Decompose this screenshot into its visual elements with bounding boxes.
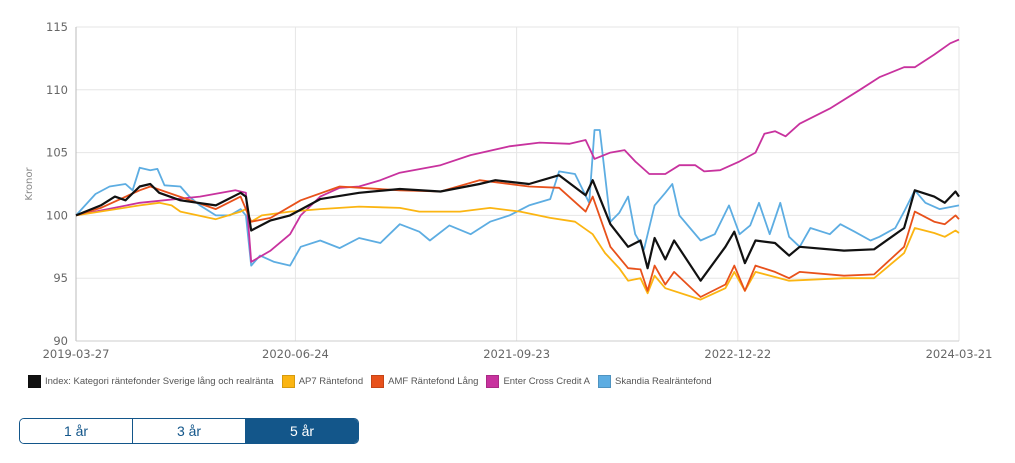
legend-swatch	[486, 375, 500, 388]
legend-label: AP7 Räntefond	[298, 376, 364, 387]
series-lines	[75, 38, 960, 301]
period-1y-button[interactable]: 1 år	[20, 419, 133, 443]
x-axis: 2019-03-27 2020-06-24 2021-09-23 2022-12-22…	[43, 347, 993, 361]
y-tick-label: 95	[53, 271, 68, 285]
y-tick-label: 105	[46, 146, 68, 160]
series-line-amf-r-ntefond-l-ng	[75, 179, 960, 298]
x-tick-label: 2022-12-22	[704, 347, 771, 361]
legend-swatch	[281, 375, 295, 388]
y-tick-label: 90	[53, 334, 68, 348]
x-tick-label: 2020-06-24	[262, 347, 329, 361]
legend-item-ap7[interactable]: AP7 Räntefond	[281, 375, 364, 388]
y-axis-label: Kronor	[24, 167, 35, 201]
series-line-index-kategori-r-ntefonder-sverige-l-ng-och-realr-nta	[75, 174, 960, 282]
x-tick-label: 2021-09-23	[483, 347, 550, 361]
legend-label: AMF Räntefond Lång	[388, 376, 479, 387]
x-tick-label: 2019-03-27	[43, 347, 110, 361]
grid	[75, 26, 960, 342]
legend-swatch	[28, 375, 41, 388]
period-3y-button[interactable]: 3 år	[133, 419, 246, 443]
series-line-ap7-r-ntefond	[75, 201, 960, 301]
series-line-skandia-realr-ntefond	[75, 129, 960, 267]
x-tick-label: 2024-03-21	[926, 347, 993, 361]
legend-swatch	[598, 375, 612, 388]
legend-label: Enter Cross Credit A	[503, 376, 591, 387]
legend-swatch	[371, 375, 385, 388]
y-tick-label: 115	[46, 20, 68, 34]
series-line-enter-cross-credit-a	[75, 38, 960, 263]
legend-label: Index: Kategori räntefonder Sverige lång…	[45, 376, 274, 387]
y-tick-label: 100	[46, 208, 68, 222]
y-tick-label: 110	[46, 83, 68, 97]
legend-label: Skandia Realräntefond	[615, 376, 712, 387]
legend-item-enter[interactable]: Enter Cross Credit A	[486, 375, 590, 388]
line-chart: 90 95 100 105 110 115 2019-03-27 2020-06-24 202…	[24, 20, 993, 361]
legend: Index: Kategori räntefonder Sverige lång…	[28, 375, 712, 388]
period-5y-button[interactable]: 5 år	[246, 419, 358, 443]
period-selector: 1 år 3 år 5 år	[19, 418, 359, 444]
y-axis: 90 95 100 105 110 115	[46, 20, 68, 348]
legend-item-skandia[interactable]: Skandia Realräntefond	[598, 375, 712, 388]
legend-item-amf[interactable]: AMF Räntefond Lång	[371, 375, 478, 388]
legend-item-index[interactable]: Index: Kategori räntefonder Sverige lång…	[28, 375, 274, 388]
